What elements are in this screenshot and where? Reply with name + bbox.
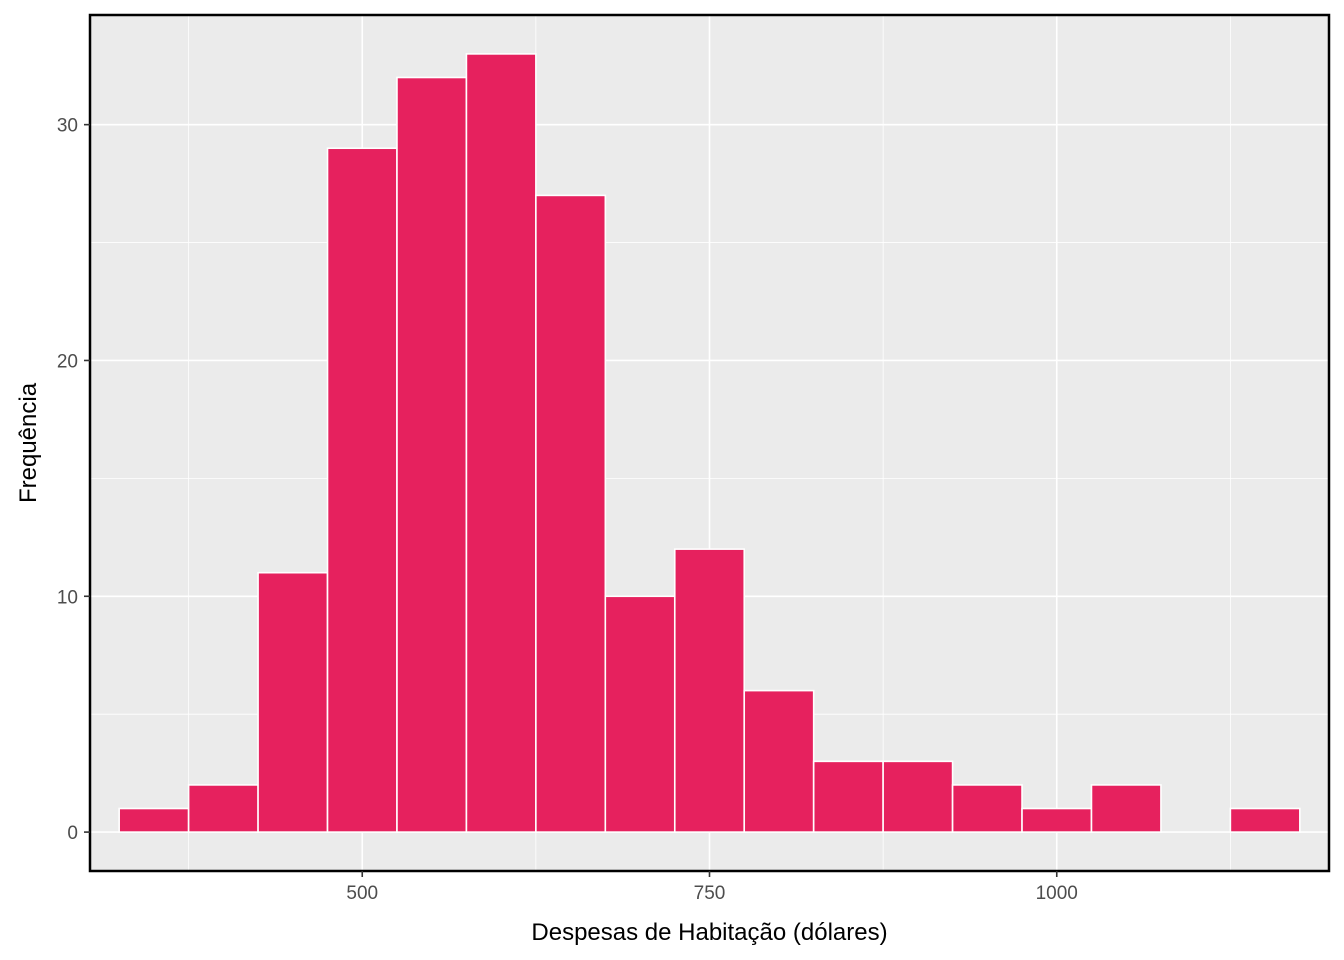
histogram-bar bbox=[743, 689, 815, 833]
histogram-bar bbox=[187, 784, 259, 833]
x-tick-label: 500 bbox=[346, 883, 378, 904]
histogram-bar bbox=[1021, 807, 1093, 833]
histogram-bar bbox=[396, 76, 468, 833]
y-axis: 0 10 20 30 bbox=[57, 116, 90, 844]
histogram-bar bbox=[604, 595, 676, 833]
y-tick-label: 30 bbox=[57, 116, 78, 137]
histogram-bar bbox=[673, 548, 746, 833]
histogram-bar bbox=[812, 760, 884, 833]
y-tick-label: 20 bbox=[57, 351, 78, 372]
histogram-bars bbox=[118, 53, 1301, 833]
histogram-bar bbox=[535, 194, 607, 833]
x-tick-label: 1000 bbox=[1036, 883, 1078, 904]
histogram-bar bbox=[1090, 784, 1162, 833]
histogram-bar bbox=[118, 807, 190, 833]
histogram-bar bbox=[951, 784, 1023, 833]
x-tick-label: 750 bbox=[694, 883, 726, 904]
histogram-bar bbox=[257, 571, 329, 833]
y-axis-title: Frequência bbox=[15, 382, 42, 503]
histogram-bar bbox=[882, 760, 954, 833]
histogram-bar bbox=[1229, 807, 1301, 833]
x-axis-title: Despesas de Habitação (dólares) bbox=[531, 919, 887, 946]
histogram-bar bbox=[465, 53, 537, 833]
y-tick-label: 0 bbox=[67, 823, 78, 844]
x-axis: 500 750 1000 bbox=[346, 871, 1078, 904]
y-tick-label: 10 bbox=[57, 587, 78, 608]
histogram-bar bbox=[326, 147, 398, 833]
